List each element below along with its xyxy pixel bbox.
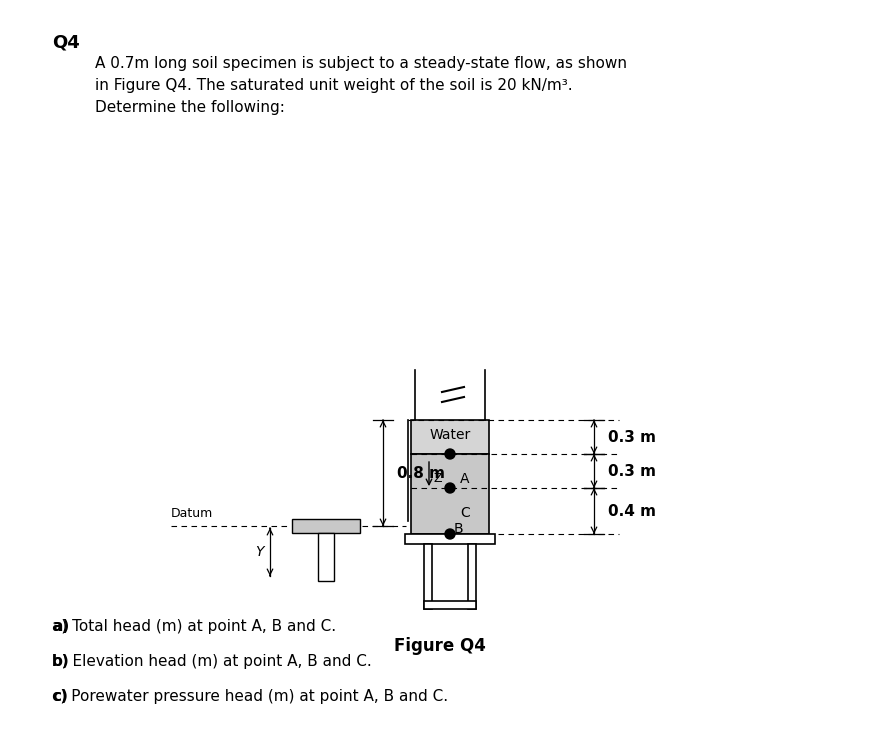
Text: 0.3 m: 0.3 m <box>608 429 656 445</box>
Text: Y: Y <box>255 545 264 559</box>
Circle shape <box>445 529 455 539</box>
Text: b) Elevation head (m) at point A, B and C.: b) Elevation head (m) at point A, B and … <box>52 654 372 669</box>
Text: c): c) <box>52 689 68 704</box>
Text: in Figure Q4. The saturated unit weight of the soil is 20 kN/m³.: in Figure Q4. The saturated unit weight … <box>95 78 572 93</box>
Text: A: A <box>460 472 470 486</box>
Text: Water: Water <box>429 429 471 443</box>
Text: C: C <box>460 506 470 520</box>
Text: Determine the following:: Determine the following: <box>95 100 285 115</box>
Bar <box>318 533 334 581</box>
Bar <box>405 534 495 544</box>
Bar <box>411 454 489 534</box>
Text: B: B <box>454 522 464 536</box>
Text: 0.4 m: 0.4 m <box>608 504 656 518</box>
Text: 0.8 m: 0.8 m <box>397 465 445 481</box>
Bar <box>292 519 360 533</box>
Text: 0.3 m: 0.3 m <box>608 463 656 479</box>
Text: Figure Q4: Figure Q4 <box>394 637 486 655</box>
Bar <box>424 544 432 609</box>
Text: c) Porewater pressure head (m) at point A, B and C.: c) Porewater pressure head (m) at point … <box>52 689 449 704</box>
Circle shape <box>445 449 455 459</box>
Bar <box>411 420 489 454</box>
Bar <box>424 601 476 609</box>
Text: a): a) <box>52 619 69 634</box>
Text: Z: Z <box>433 473 442 485</box>
Text: b): b) <box>52 654 70 669</box>
Text: Q4: Q4 <box>52 34 79 52</box>
Bar <box>468 544 476 609</box>
Text: a) Total head (m) at point A, B and C.: a) Total head (m) at point A, B and C. <box>52 619 336 634</box>
Text: A 0.7m long soil specimen is subject to a steady-state flow, as shown: A 0.7m long soil specimen is subject to … <box>95 56 627 71</box>
Circle shape <box>445 483 455 493</box>
Text: Datum: Datum <box>171 507 214 520</box>
